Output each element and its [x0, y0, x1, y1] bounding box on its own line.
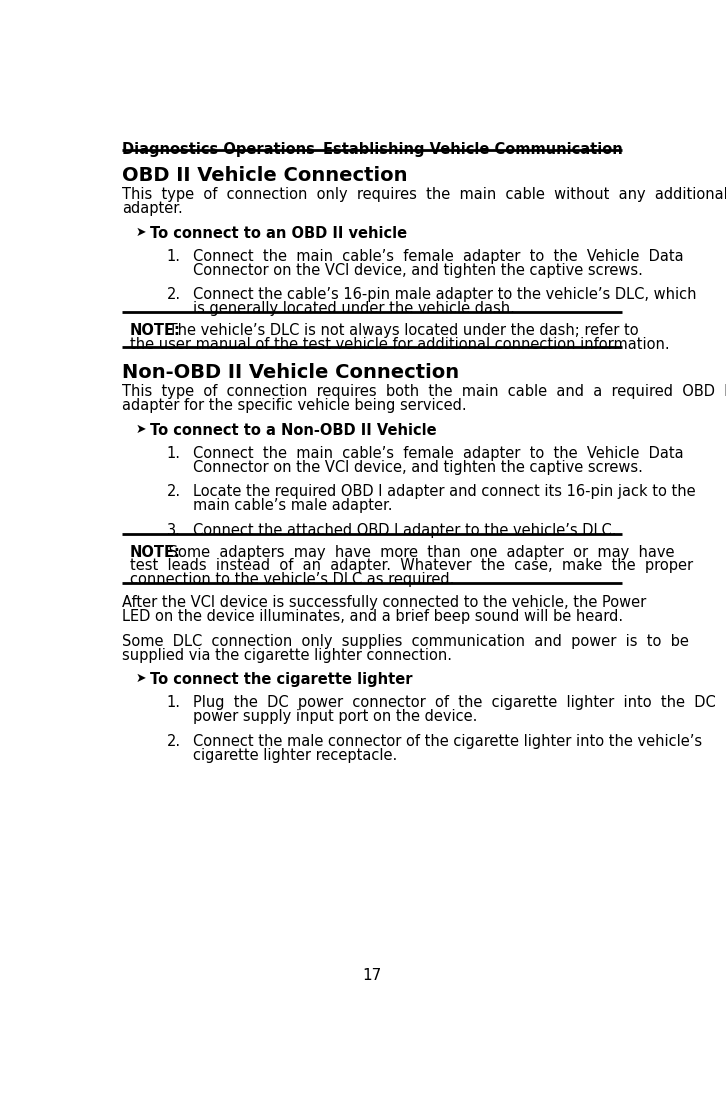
Text: cigarette lighter receptacle.: cigarette lighter receptacle. [193, 748, 397, 762]
Text: 2.: 2. [167, 484, 181, 499]
Text: 1.: 1. [167, 446, 181, 461]
Text: 1.: 1. [167, 695, 181, 711]
Text: To connect the cigarette lighter: To connect the cigarette lighter [150, 672, 412, 687]
Text: Plug  the  DC  power  connector  of  the  cigarette  lighter  into  the  DC: Plug the DC power connector of the cigar… [193, 695, 716, 711]
Text: To connect to an OBD II vehicle: To connect to an OBD II vehicle [150, 225, 407, 241]
Text: 1.: 1. [167, 249, 181, 264]
Text: Connect the male connector of the cigarette lighter into the vehicle’s: Connect the male connector of the cigare… [193, 734, 702, 749]
Text: NOTE:: NOTE: [129, 545, 180, 559]
Text: Connect the cable’s 16-pin male adapter to the vehicle’s DLC, which: Connect the cable’s 16-pin male adapter … [193, 287, 696, 303]
Text: supplied via the cigarette lighter connection.: supplied via the cigarette lighter conne… [122, 648, 452, 663]
Text: main cable’s male adapter.: main cable’s male adapter. [193, 498, 393, 514]
Text: Connector on the VCI device, and tighten the captive screws.: Connector on the VCI device, and tighten… [193, 263, 643, 277]
Text: test  leads  instead  of  an  adapter.  Whatever  the  case,  make  the  proper: test leads instead of an adapter. Whatev… [129, 558, 693, 573]
Text: Connect  the  main  cable’s  female  adapter  to  the  Vehicle  Data: Connect the main cable’s female adapter … [193, 249, 684, 264]
Text: is generally located under the vehicle dash.: is generally located under the vehicle d… [193, 302, 515, 316]
Text: Establishing Vehicle Communication: Establishing Vehicle Communication [322, 141, 622, 157]
Text: Connect the attached OBD I adapter to the vehicle’s DLC.: Connect the attached OBD I adapter to th… [193, 523, 616, 538]
Text: Connector on the VCI device, and tighten the captive screws.: Connector on the VCI device, and tighten… [193, 460, 643, 475]
Text: After the VCI device is successfully connected to the vehicle, the Power: After the VCI device is successfully con… [122, 596, 646, 610]
Text: This  type  of  connection  only  requires  the  main  cable  without  any  addi: This type of connection only requires th… [122, 187, 726, 202]
Text: The vehicle’s DLC is not always located under the dash; refer to: The vehicle’s DLC is not always located … [163, 323, 638, 338]
Text: NOTE:: NOTE: [129, 323, 180, 338]
Text: ➤: ➤ [136, 423, 146, 435]
Text: connection to the vehicle’s DLC as required.: connection to the vehicle’s DLC as requi… [129, 572, 454, 587]
Text: Locate the required OBD I adapter and connect its 16-pin jack to the: Locate the required OBD I adapter and co… [193, 484, 696, 499]
Text: power supply input port on the device.: power supply input port on the device. [193, 709, 478, 725]
Text: ➤: ➤ [136, 672, 146, 685]
Text: LED on the device illuminates, and a brief beep sound will be heard.: LED on the device illuminates, and a bri… [122, 609, 623, 624]
Text: Non-OBD II Vehicle Connection: Non-OBD II Vehicle Connection [122, 362, 459, 382]
Text: adapter.: adapter. [122, 201, 182, 217]
Text: ➤: ➤ [136, 225, 146, 239]
Text: 2.: 2. [167, 287, 181, 303]
Text: To connect to a Non-OBD II Vehicle: To connect to a Non-OBD II Vehicle [150, 423, 436, 438]
Text: 3.: 3. [167, 523, 181, 538]
Text: 17: 17 [362, 968, 382, 983]
Text: 2.: 2. [167, 734, 181, 749]
Text: the user manual of the test vehicle for additional connection information.: the user manual of the test vehicle for … [129, 337, 669, 351]
Text: OBD II Vehicle Connection: OBD II Vehicle Connection [122, 166, 407, 185]
Text: Some  adapters  may  have  more  than  one  adapter  or  may  have: Some adapters may have more than one ada… [163, 545, 674, 559]
Text: Connect  the  main  cable’s  female  adapter  to  the  Vehicle  Data: Connect the main cable’s female adapter … [193, 446, 684, 461]
Text: adapter for the specific vehicle being serviced.: adapter for the specific vehicle being s… [122, 398, 466, 413]
Text: Diagnostics Operations: Diagnostics Operations [122, 141, 314, 157]
Text: Some  DLC  connection  only  supplies  communication  and  power  is  to  be: Some DLC connection only supplies commun… [122, 634, 689, 649]
Text: This  type  of  connection  requires  both  the  main  cable  and  a  required  : This type of connection requires both th… [122, 385, 726, 399]
